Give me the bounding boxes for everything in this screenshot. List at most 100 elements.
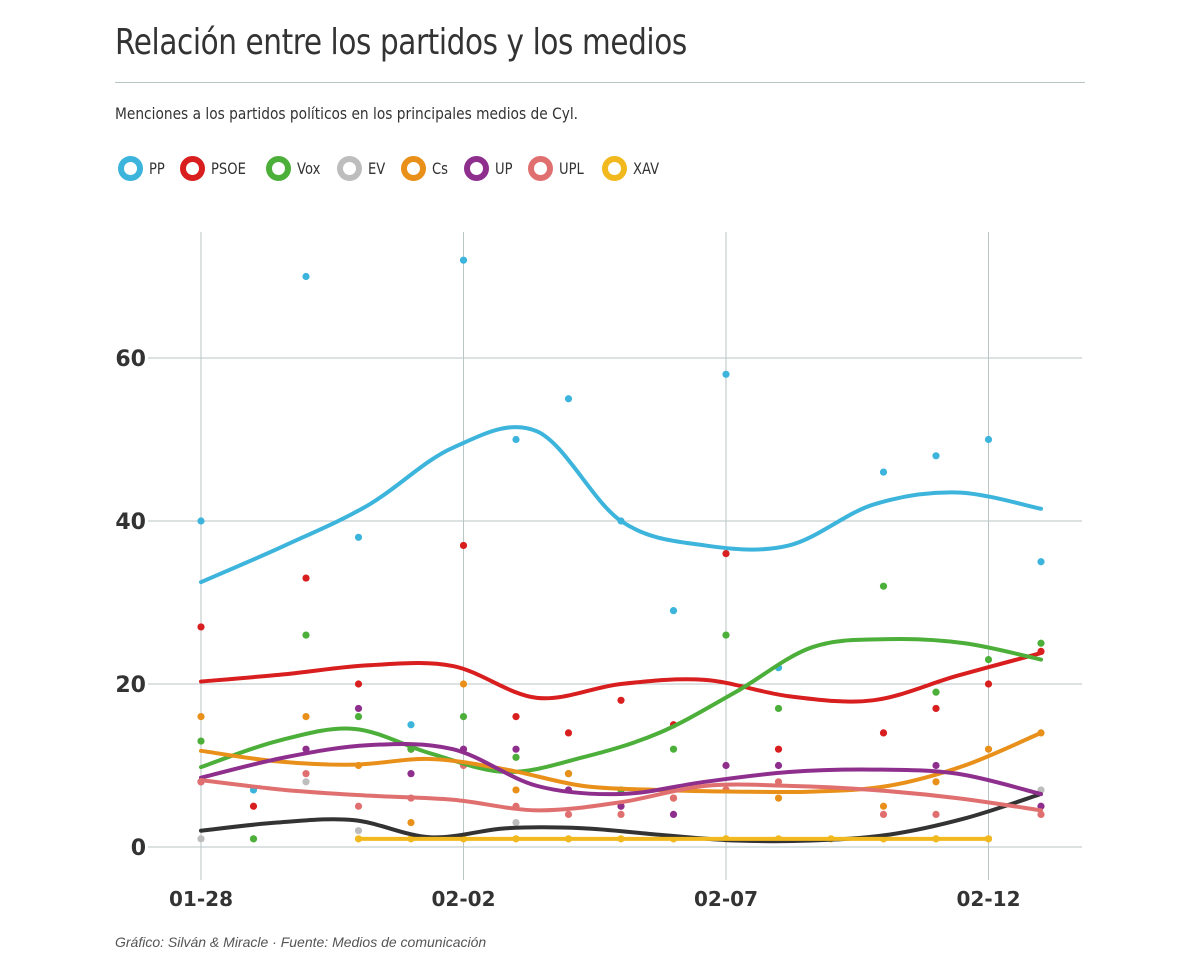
point-up [722, 761, 730, 770]
point-cs [932, 778, 940, 786]
point-up [407, 770, 415, 778]
x-tick-label: 02-02 [432, 887, 496, 911]
point-cs [564, 770, 573, 778]
point-cs [302, 713, 310, 721]
point-pp [512, 435, 520, 444]
legend-label-psoe: PSOE [211, 159, 247, 178]
legend-item-upl[interactable]: UPL [528, 156, 589, 181]
legend-label-up: UP [494, 159, 513, 178]
y-tick-label: 0 [131, 836, 146, 861]
point-vox [249, 835, 258, 843]
point-ev [302, 778, 310, 786]
legend-swatch-up [463, 156, 489, 181]
legend-item-vox[interactable]: Vox [265, 156, 325, 181]
point-up [774, 761, 783, 770]
legend-swatch-cs [401, 156, 427, 181]
legend-item-xav[interactable]: XAV [601, 156, 665, 181]
point-upl [669, 794, 678, 802]
legend-label-xav: XAV [632, 159, 659, 178]
legend-item-cs[interactable]: Cs [401, 156, 452, 181]
trend-line-psoe [199, 651, 1043, 704]
point-psoe [774, 745, 783, 753]
legend-item-ev[interactable]: EV [337, 156, 389, 181]
point-pp [459, 256, 468, 264]
point-psoe [564, 729, 573, 737]
point-ev [354, 827, 363, 835]
point-up [302, 745, 310, 753]
legend-label-cs: Cs [432, 159, 449, 178]
point-pp [984, 435, 993, 444]
point-ev [197, 835, 205, 843]
point-pp [407, 721, 415, 729]
trend-line-cs [199, 730, 1043, 795]
y-tick-label: 20 [115, 673, 146, 698]
trend-line-up [199, 742, 1043, 797]
trend-line-vox [199, 637, 1043, 775]
point-vox [459, 713, 468, 721]
point-cs [407, 818, 415, 827]
point-upl [564, 810, 573, 819]
point-cs [197, 713, 205, 721]
point-pp [302, 272, 310, 281]
point-ev [512, 818, 520, 827]
point-vox [197, 737, 205, 745]
point-pp [354, 533, 363, 541]
point-psoe [302, 574, 310, 582]
legend-swatch-psoe [180, 156, 206, 181]
point-up [669, 810, 678, 819]
x-tick-label: 02-12 [957, 887, 1021, 911]
title-divider [115, 82, 1085, 83]
point-vox [722, 631, 730, 639]
chart-subtitle: Menciones a los partidos políticos en lo… [115, 104, 579, 123]
point-upl [879, 810, 888, 819]
legend-swatch-pp [118, 156, 143, 181]
point-vox [774, 704, 783, 713]
point-vox [879, 582, 888, 590]
point-up [354, 704, 363, 713]
trend-line-pp [199, 425, 1043, 585]
point-vox [932, 688, 940, 696]
legend-label-vox: Vox [296, 159, 321, 178]
point-cs [774, 794, 783, 802]
legend-label-ev: EV [368, 159, 386, 178]
legend-swatch-xav [601, 156, 627, 181]
chart-title: Relación entre los partidos y los medios [115, 22, 687, 63]
point-psoe [722, 550, 730, 558]
point-upl [302, 770, 310, 778]
point-upl [354, 802, 363, 810]
point-pp [197, 517, 205, 525]
point-pp [722, 370, 730, 378]
point-upl [932, 810, 940, 819]
point-psoe [459, 541, 468, 550]
point-pp [564, 395, 573, 403]
point-vox [984, 655, 993, 664]
point-vox [354, 713, 363, 721]
point-vox [1037, 639, 1045, 647]
footer-credit: Gráfico: Silván & Miracle · Fuente: Medi… [115, 934, 487, 950]
point-up [512, 745, 520, 753]
legend: PP PSOE Vox EV Cs UP UPL XAV [118, 156, 676, 181]
point-vox [669, 745, 678, 753]
point-upl [617, 810, 625, 819]
point-pp [932, 452, 940, 460]
point-up [932, 761, 940, 770]
legend-item-up[interactable]: UP [463, 156, 516, 181]
legend-item-pp[interactable]: PP [118, 156, 168, 181]
y-tick-label: 60 [115, 347, 146, 372]
trend-line-upl [199, 778, 1043, 813]
point-vox [302, 631, 310, 639]
point-psoe [984, 680, 993, 688]
legend-swatch-ev [337, 156, 363, 181]
y-tick-label: 40 [115, 510, 146, 535]
point-vox [512, 753, 520, 761]
trend-line-ev [199, 792, 1043, 844]
legend-label-pp: PP [149, 159, 165, 178]
legend-label-upl: UPL [559, 159, 585, 178]
legend-item-psoe[interactable]: PSOE [180, 156, 254, 181]
point-psoe [354, 680, 363, 688]
point-psoe [249, 802, 258, 810]
point-upl [1037, 810, 1045, 819]
point-psoe [617, 696, 625, 704]
point-cs [984, 745, 993, 753]
